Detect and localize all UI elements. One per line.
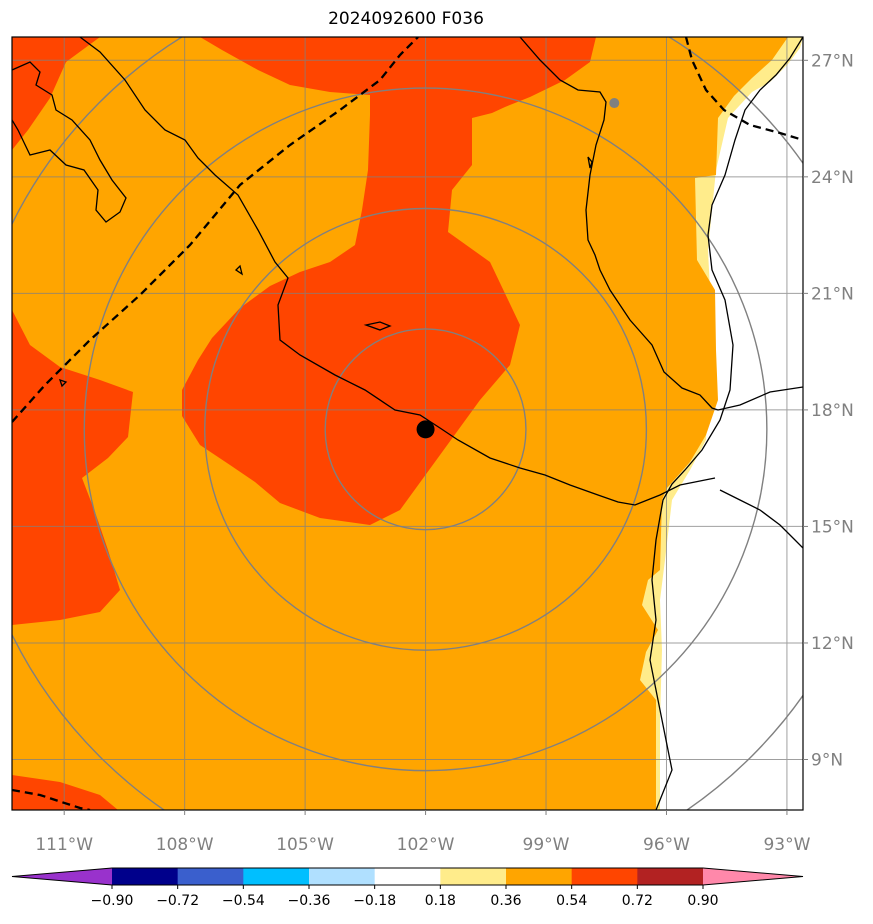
lat-tick-label: 27°N [811,51,854,71]
colorbar-swatch [112,868,179,885]
lon-tick-label: 96°W [643,835,690,855]
colorbar-swatch [177,868,244,885]
map-frame [11,36,804,811]
lat-tick-label: 12°N [811,634,854,654]
colorbar-label: −0.90 [91,893,134,909]
colorbar-swatch [243,868,310,885]
colorbar-label: 0.90 [687,893,718,909]
colorbar-label: −0.18 [353,893,396,909]
range-rings [12,37,803,810]
longitude-labels: 111°W 108°W 105°W 102°W 99°W 96°W 93°W [35,810,811,855]
contour-red-sw [12,775,118,810]
graticule [12,37,803,810]
lon-tick-label: 102°W [397,835,455,855]
coastline [12,37,803,810]
lon-tick-label: 108°W [156,835,214,855]
colorbar-swatch [440,868,507,885]
lon-tick-label: 105°W [276,835,334,855]
colorbar-label: −0.72 [156,893,199,909]
secondary-marker [609,98,620,109]
lat-tick-label: 21°N [811,284,854,304]
range-ring [83,87,768,772]
colorbar-label: −0.54 [222,893,265,909]
dashed-contour [12,37,803,810]
map-panel [12,37,803,810]
range-ring [324,328,527,531]
storm-center-marker [416,420,435,439]
figure-title: 2024092600 F036 [328,9,484,29]
colorbar: −0.90 −0.72 −0.54 −0.36 −0.18 0.18 0.36 0.54 0.7… [11,867,804,909]
lat-tick-label: 24°N [811,168,854,188]
colorbar-swatch [309,868,376,885]
colorbar-label: 0.54 [556,893,587,909]
lon-tick-label: 99°W [523,835,570,855]
colorbar-label: 0.18 [425,893,456,909]
colorbar-extend-high [703,868,803,885]
lat-tick-label: 18°N [811,401,854,421]
lon-tick-label: 93°W [763,835,810,855]
colorbar-swatch [506,868,573,885]
colorbar-extend-low [12,868,112,885]
colorbar-swatch [374,868,441,885]
colorbar-swatch [637,868,704,885]
colorbar-label: 0.72 [622,893,653,909]
colorbar-swatch [571,868,638,885]
lon-tick-label: 111°W [35,835,93,855]
colorbar-label: 0.36 [490,893,521,909]
colorbar-label: −0.36 [288,893,331,909]
latitude-labels: 27°N 24°N 21°N 18°N 15°N 12°N 9°N [803,51,854,771]
range-ring [204,207,648,651]
contour-red-top [182,37,596,525]
lat-tick-label: 15°N [811,517,854,537]
lat-tick-label: 9°N [811,751,843,771]
